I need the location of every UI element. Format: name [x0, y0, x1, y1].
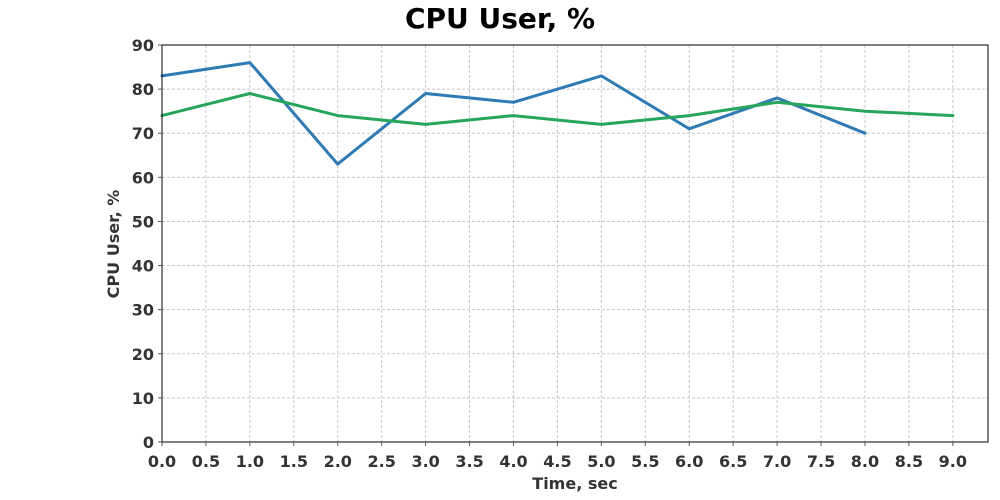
x-tick-label: 1.0	[236, 452, 264, 471]
x-axis-title: Time, sec	[532, 474, 617, 493]
y-tick-label: 70	[132, 124, 154, 143]
x-tick-label: 1.5	[280, 452, 308, 471]
x-tick-label: 8.5	[895, 452, 923, 471]
x-tick-label: 6.5	[719, 452, 747, 471]
y-tick-label: 0	[143, 433, 154, 452]
axis-ticks	[158, 44, 954, 446]
x-tick-label: 5.5	[631, 452, 659, 471]
y-tick-label: 80	[132, 80, 154, 99]
x-tick-label: 5.0	[587, 452, 615, 471]
x-tick-label: 7.5	[807, 452, 835, 471]
series-line-2	[160, 92, 955, 126]
x-tick-label: 6.0	[675, 452, 703, 471]
y-tick-label: 20	[132, 345, 154, 364]
x-tick-label: 0.0	[148, 452, 176, 471]
x-tick-label: 7.0	[763, 452, 791, 471]
y-tick-label: 60	[132, 168, 154, 187]
x-tick-label: 4.5	[543, 452, 571, 471]
y-tick-label: 30	[132, 301, 154, 320]
y-tick-label: 40	[132, 257, 154, 276]
y-axis-title: CPU User, %	[104, 190, 123, 299]
plot-area	[161, 44, 989, 443]
y-tick-label: 50	[132, 212, 154, 231]
x-axis-tick-labels: 0.0 0.5 1.0 1.5 2.0 2.5 3.0 3.5 4.0 4.5 5.0 5.5 6.0 6…	[148, 452, 967, 471]
chart-title: CPU User, %	[405, 2, 595, 35]
x-tick-label: 4.0	[499, 452, 527, 471]
data-series	[160, 61, 955, 166]
x-tick-label: 2.5	[368, 452, 396, 471]
x-tick-label: 2.0	[324, 452, 352, 471]
x-tick-label: 9.0	[939, 452, 967, 471]
x-tick-label: 0.5	[192, 452, 220, 471]
x-tick-label: 3.0	[411, 452, 439, 471]
y-tick-label: 10	[132, 389, 154, 408]
y-tick-label: 90	[132, 36, 154, 55]
y-axis-tick-labels: 0 10 20 30 40 50 60 70 80 90	[132, 36, 154, 452]
x-tick-label: 8.0	[851, 452, 879, 471]
x-tick-label: 3.5	[455, 452, 483, 471]
